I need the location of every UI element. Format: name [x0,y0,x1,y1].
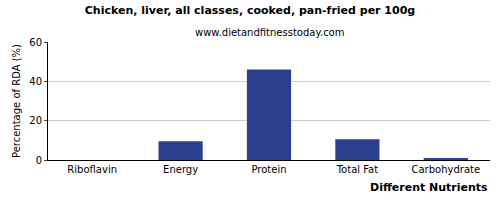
svg-text:Total Fat: Total Fat [336,164,378,175]
svg-text:Different Nutrients: Different Nutrients [370,181,488,194]
svg-text:40: 40 [29,76,42,87]
svg-text:20: 20 [29,115,42,126]
svg-text:0: 0 [36,155,42,166]
svg-text:www.dietandfitnesstoday.com: www.dietandfitnesstoday.com [195,27,344,38]
svg-text:Carbohydrate: Carbohydrate [411,164,480,175]
svg-text:60: 60 [29,37,42,48]
svg-text:Riboflavin: Riboflavin [67,164,117,175]
svg-text:Protein: Protein [251,164,286,175]
svg-text:Chicken, liver, all classes, c: Chicken, liver, all classes, cooked, pan… [85,4,415,17]
svg-text:Energy: Energy [163,164,198,175]
svg-text:Percentage of RDA (%): Percentage of RDA (%) [11,44,22,158]
